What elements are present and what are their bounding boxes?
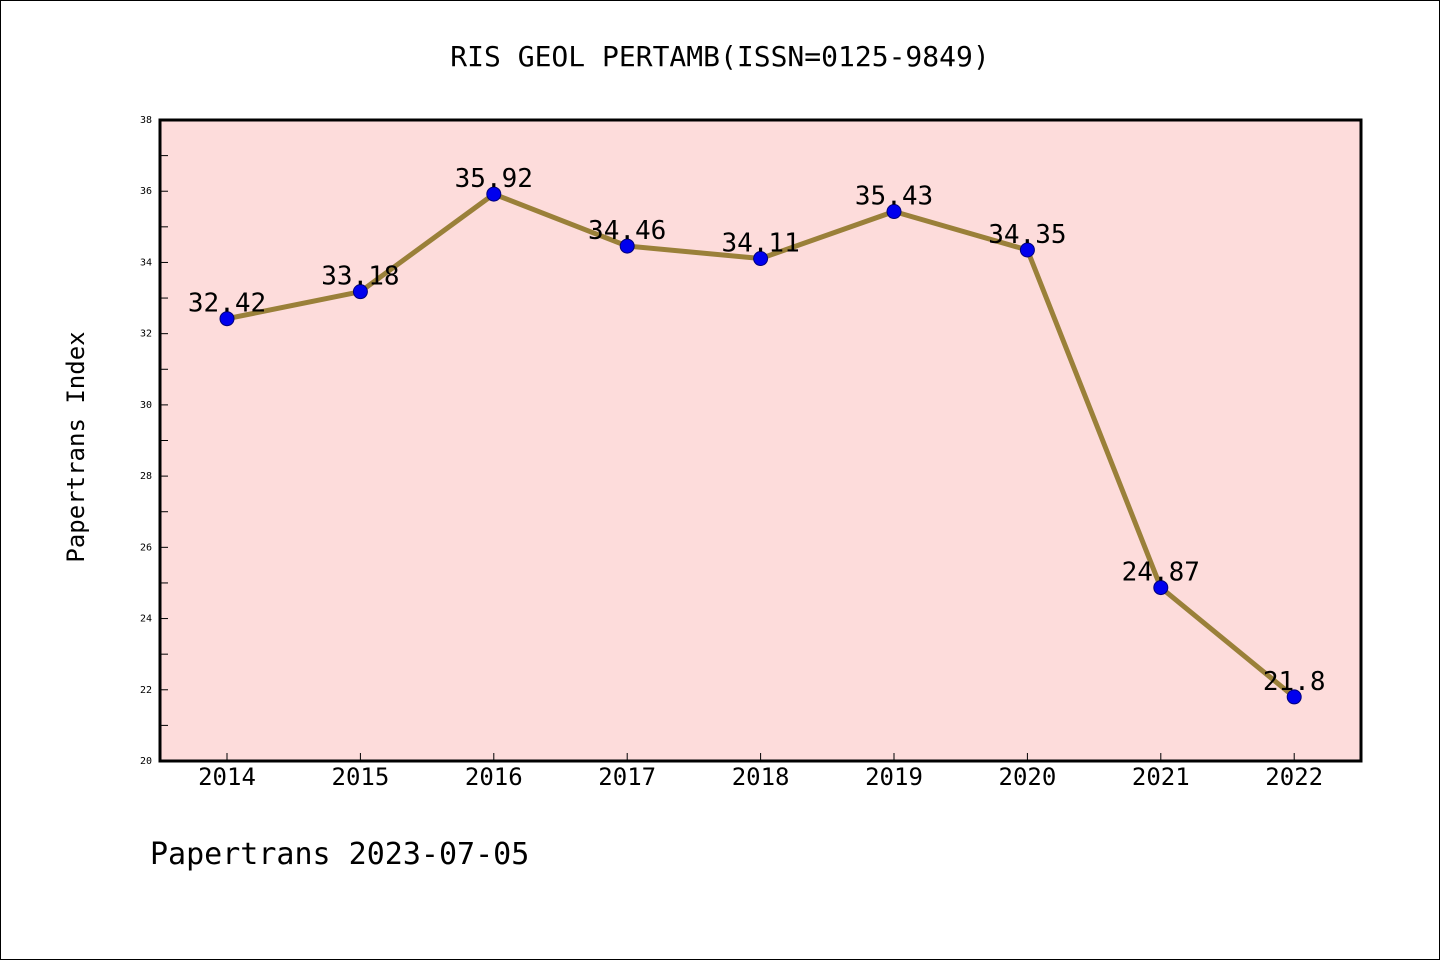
data-point <box>219 311 235 327</box>
data-point <box>1286 689 1302 705</box>
x-tick-label: 2021 <box>1132 763 1190 791</box>
data-point <box>1019 242 1035 258</box>
y-axis: 20 22 24 26 28 30 32 34 36 38 <box>140 115 168 767</box>
y-tick-label: 36 <box>140 186 152 197</box>
data-point <box>753 251 769 267</box>
y-tick-label: 26 <box>140 542 152 553</box>
data-point <box>1153 580 1169 596</box>
y-tick-label: 22 <box>140 685 152 696</box>
x-tick-label: 2019 <box>865 763 923 791</box>
data-label: 34.46 <box>588 216 666 246</box>
x-axis: 2014 2015 2016 2017 2018 2019 2020 2021 2022 <box>198 753 1323 791</box>
y-tick-label: 34 <box>140 257 152 268</box>
chart-title: RIS GEOL PERTAMB(ISSN=0125-9849) <box>450 40 989 73</box>
y-axis-label: Papertrans Index <box>62 331 90 562</box>
x-tick-label: 2016 <box>465 763 523 791</box>
y-tick-label: 28 <box>140 471 152 482</box>
data-point <box>486 186 502 202</box>
y-tick-label: 20 <box>140 756 152 767</box>
data-point <box>619 238 635 254</box>
data-label: 35.43 <box>855 182 933 212</box>
x-tick-label: 2017 <box>598 763 656 791</box>
data-point <box>886 204 902 220</box>
x-tick-label: 2014 <box>198 763 256 791</box>
x-tick-label: 2020 <box>999 763 1057 791</box>
data-label: 35.92 <box>455 164 533 194</box>
data-label: 24.87 <box>1122 558 1200 588</box>
series-group: 32.42 33.18 35.92 34.46 34.11 35.43 34.35 24.87… <box>188 164 1326 705</box>
y-tick-label: 38 <box>140 115 152 126</box>
data-label: 21.8 <box>1263 667 1326 697</box>
y-tick-label: 32 <box>140 329 152 340</box>
x-tick-label: 2018 <box>732 763 790 791</box>
footer-text: Papertrans 2023-07-05 <box>150 837 529 872</box>
x-tick-label: 2022 <box>1265 763 1323 791</box>
data-label: 32.42 <box>188 289 266 319</box>
data-point <box>352 284 368 300</box>
data-label: 34.35 <box>988 220 1066 250</box>
y-tick-label: 30 <box>140 400 152 411</box>
data-label: 33.18 <box>321 262 399 292</box>
x-tick-label: 2015 <box>332 763 390 791</box>
y-tick-label: 24 <box>140 614 152 625</box>
plot-area <box>158 118 1363 763</box>
data-label: 34.11 <box>721 229 799 259</box>
